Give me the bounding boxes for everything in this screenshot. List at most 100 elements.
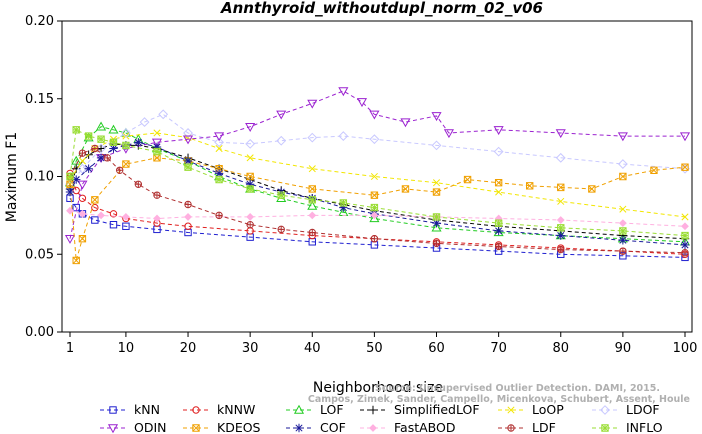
data-point <box>493 227 504 237</box>
data-point <box>431 140 442 151</box>
data-point <box>184 200 192 209</box>
data-point <box>78 194 87 202</box>
data-point <box>494 226 503 236</box>
legend-item-odin: ODIN <box>100 420 167 434</box>
legend-swatch-marker <box>507 424 515 432</box>
data-point <box>370 172 378 181</box>
data-point <box>307 99 318 109</box>
y-tick-label: 0.05 <box>25 247 54 262</box>
legend-label: LoOP <box>532 402 564 417</box>
data-point <box>400 118 411 128</box>
data-point <box>246 172 254 181</box>
data-point <box>184 213 192 221</box>
data-point <box>431 222 442 232</box>
series-line <box>69 90 685 239</box>
data-point <box>96 121 107 131</box>
data-point <box>494 242 503 251</box>
data-point <box>78 209 87 218</box>
data-point <box>370 235 379 243</box>
data-point <box>72 175 81 184</box>
data-point <box>619 205 627 213</box>
data-point <box>122 141 130 150</box>
data-point <box>588 185 596 193</box>
data-point <box>152 142 162 152</box>
data-point <box>339 203 348 212</box>
x-tick-label: 80 <box>552 341 569 356</box>
data-point <box>494 179 503 187</box>
data-point <box>617 159 628 169</box>
data-point <box>432 218 441 228</box>
data-point <box>108 124 119 134</box>
legend-swatch-marker <box>192 406 200 414</box>
series-odin <box>64 87 691 244</box>
series-line <box>69 126 686 243</box>
legend-label: COF <box>320 420 346 434</box>
data-point <box>72 126 80 134</box>
legend-label: KDEOS <box>217 420 261 434</box>
data-point <box>277 191 285 199</box>
data-point <box>214 132 225 142</box>
legend-swatch-marker <box>601 424 609 432</box>
legend-item-inflo: INFLO <box>592 420 663 434</box>
legend-swatch-marker <box>192 424 200 432</box>
series-fastabod <box>66 206 689 231</box>
data-point <box>338 87 349 97</box>
series-line <box>69 132 686 218</box>
data-point <box>153 129 161 137</box>
data-point <box>139 117 150 127</box>
x-tick-label: 40 <box>304 341 321 356</box>
data-point <box>246 213 255 221</box>
legend-swatch-marker <box>507 406 515 414</box>
data-point <box>91 144 99 153</box>
legend-item-cof: COF <box>286 420 346 434</box>
data-point <box>681 163 689 171</box>
legend: kNN kNNW LOF SimplifiedLOF LoOP LDOF ODIN KDEOS… <box>100 402 663 434</box>
data-point <box>215 175 223 184</box>
x-tick-label: 90 <box>615 341 632 356</box>
watermark-line-1: Source: Unsupervised Outlier Detection. … <box>375 383 660 394</box>
data-point <box>122 132 130 140</box>
series-line <box>69 147 686 254</box>
data-point <box>443 129 454 139</box>
series-line <box>69 113 686 185</box>
legend-swatch-marker <box>294 423 304 433</box>
y-tick-label: 0.10 <box>25 170 54 185</box>
data-point <box>96 153 106 163</box>
data-point <box>681 213 689 221</box>
legend-swatch-marker <box>369 424 377 432</box>
legend-item-kdeos: KDEOS <box>183 420 261 434</box>
data-point <box>245 180 255 189</box>
y-axis-label: Maximum F1 <box>4 132 20 222</box>
data-point <box>308 228 316 237</box>
data-point <box>153 191 161 199</box>
data-point <box>617 132 628 142</box>
data-point <box>77 180 88 190</box>
x-tick-label: 70 <box>490 341 507 356</box>
legend-label: LOF <box>320 402 344 417</box>
legend-swatch-marker <box>107 424 119 434</box>
data-point <box>122 222 130 230</box>
data-point <box>183 128 193 138</box>
data-point <box>122 213 130 221</box>
data-point <box>246 221 254 229</box>
data-point <box>78 235 87 243</box>
data-point <box>369 213 380 223</box>
data-point <box>618 219 627 228</box>
data-point <box>308 185 316 193</box>
data-point <box>432 239 441 247</box>
data-point <box>115 166 124 174</box>
legend-item-fastabod: FastABOD <box>360 420 456 434</box>
data-point <box>431 112 442 122</box>
data-point <box>650 166 658 174</box>
data-point <box>66 206 74 215</box>
legend-item-knn: kNN <box>100 402 160 417</box>
data-point <box>246 185 254 193</box>
data-point <box>680 240 690 250</box>
x-tick-label: 60 <box>428 341 445 356</box>
x-tick-label: 1 <box>66 341 74 356</box>
x-tick-label: 30 <box>242 341 259 356</box>
data-point <box>66 180 74 188</box>
data-point <box>215 144 223 153</box>
legend-label: kNN <box>134 402 160 417</box>
